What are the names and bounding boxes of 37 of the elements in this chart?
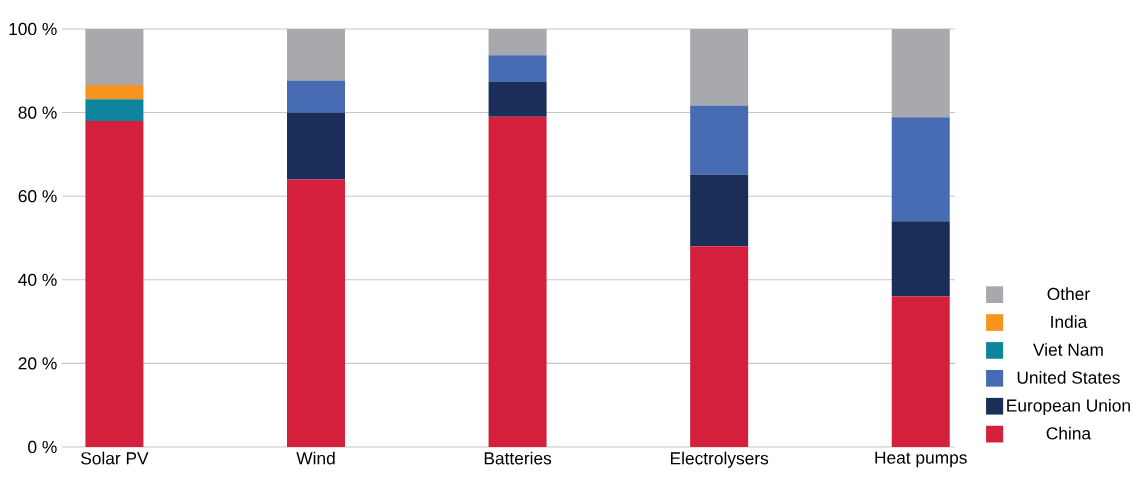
x-tick-label: Solar PV <box>81 451 149 465</box>
bar <box>690 28 749 106</box>
legend-label: Viet Nam <box>1033 343 1103 356</box>
bar <box>488 82 547 117</box>
bar <box>85 85 144 100</box>
y-tick-label: 20 % <box>18 357 57 370</box>
legend-label: United States <box>1017 371 1120 384</box>
y-tick-label: 80 % <box>18 106 57 119</box>
x-tick-label: Heat pumps <box>875 451 967 468</box>
bar <box>891 28 950 118</box>
x-tick-label: Wind <box>296 451 335 465</box>
bar <box>488 28 547 56</box>
y-tick-label: 100 % <box>9 22 57 36</box>
bar <box>891 296 950 447</box>
legend-label: European Union <box>1007 398 1130 416</box>
bar <box>85 120 144 447</box>
bar <box>287 80 345 113</box>
bar <box>690 246 749 447</box>
x-tick-label: Batteries <box>484 451 552 465</box>
y-tick-label: 0 % <box>28 440 57 454</box>
bar <box>85 28 144 85</box>
bar <box>287 112 345 180</box>
x-tick-label: Electrolysers <box>670 451 769 468</box>
bar <box>488 116 547 447</box>
bar <box>891 221 950 297</box>
bar <box>287 179 345 447</box>
bar <box>690 174 749 247</box>
text: Other <box>1047 287 1090 301</box>
bar <box>690 105 749 175</box>
bar <box>287 28 345 81</box>
bar <box>85 99 144 121</box>
text: China <box>1046 426 1092 440</box>
y-tick-label: 40 % <box>18 273 57 286</box>
y-tick-label: 60 % <box>18 190 57 203</box>
bar <box>488 55 547 83</box>
text: India <box>1051 315 1088 328</box>
bar <box>891 117 950 222</box>
